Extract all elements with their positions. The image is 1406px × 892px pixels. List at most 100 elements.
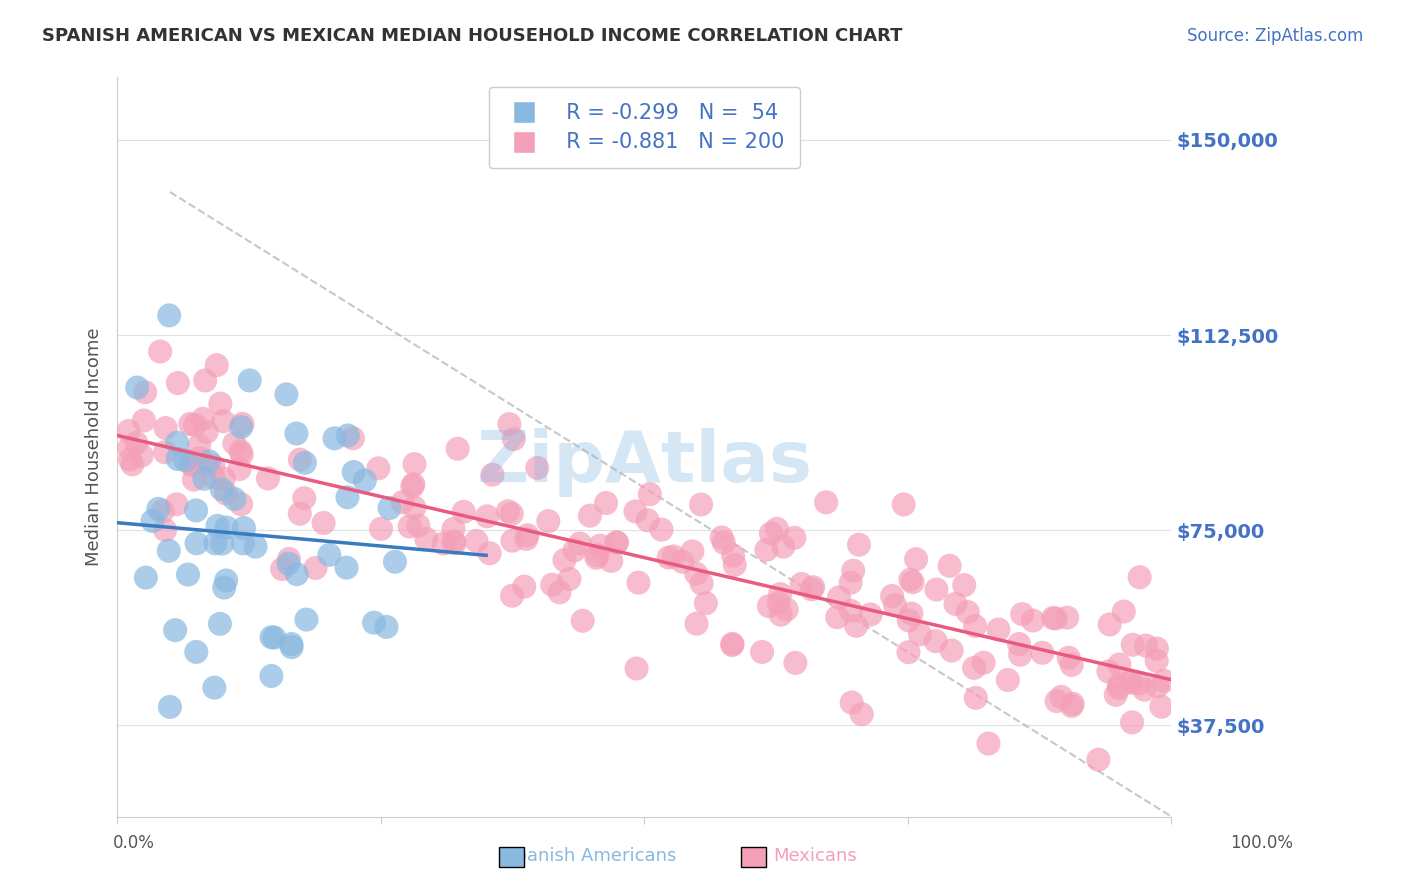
- Mexicans: [1129, 570, 1152, 584]
- Spanish Americans: [193, 472, 215, 486]
- Mexicans: [638, 487, 661, 501]
- Mexicans: [953, 578, 976, 592]
- Spanish Americans: [159, 700, 181, 714]
- Mexicans: [1119, 674, 1142, 689]
- Mexicans: [713, 535, 735, 549]
- Spanish Americans: [174, 453, 197, 467]
- Mexicans: [342, 431, 364, 445]
- Spanish Americans: [141, 514, 163, 528]
- Mexicans: [1128, 676, 1150, 690]
- Mexicans: [956, 605, 979, 619]
- Mexicans: [898, 573, 921, 587]
- Mexicans: [759, 526, 782, 541]
- Mexicans: [965, 690, 987, 705]
- Mexicans: [586, 548, 609, 562]
- Mexicans: [271, 562, 294, 576]
- Mexicans: [769, 607, 792, 622]
- Legend:   R = -0.299   N =  54,   R = -0.881   N = 200: R = -0.299 N = 54, R = -0.881 N = 200: [489, 87, 800, 168]
- Mexicans: [1097, 665, 1119, 679]
- Spanish Americans: [336, 428, 359, 442]
- Spanish Americans: [232, 521, 254, 535]
- Mexicans: [205, 358, 228, 372]
- Spanish Americans: [135, 571, 157, 585]
- Mexicans: [571, 614, 593, 628]
- Mexicans: [1046, 694, 1069, 708]
- Mexicans: [1050, 690, 1073, 704]
- Mexicans: [513, 580, 536, 594]
- Mexicans: [215, 486, 238, 500]
- Mexicans: [184, 418, 207, 433]
- Text: Source: ZipAtlas.com: Source: ZipAtlas.com: [1188, 27, 1364, 45]
- Mexicans: [153, 523, 176, 537]
- Mexicans: [568, 536, 591, 550]
- Mexicans: [257, 471, 280, 485]
- Mexicans: [695, 596, 717, 610]
- Mexicans: [515, 532, 537, 546]
- Mexicans: [153, 445, 176, 459]
- Mexicans: [288, 452, 311, 467]
- Mexicans: [131, 449, 153, 463]
- Spanish Americans: [204, 536, 226, 550]
- Mexicans: [842, 564, 865, 578]
- Mexicans: [481, 467, 503, 482]
- Spanish Americans: [186, 645, 208, 659]
- Mexicans: [945, 597, 967, 611]
- Mexicans: [516, 528, 538, 542]
- Mexicans: [925, 634, 948, 648]
- Mexicans: [125, 436, 148, 450]
- Mexicans: [229, 444, 252, 458]
- Mexicans: [772, 540, 794, 554]
- Mexicans: [181, 456, 204, 470]
- Mexicans: [1108, 678, 1130, 692]
- Mexicans: [501, 507, 523, 521]
- Mexicans: [882, 589, 904, 603]
- Mexicans: [606, 535, 628, 549]
- Mexicans: [537, 514, 560, 528]
- Mexicans: [783, 531, 806, 545]
- Mexicans: [897, 645, 920, 659]
- Mexicans: [212, 471, 235, 485]
- Mexicans: [815, 495, 838, 509]
- Mexicans: [443, 534, 465, 549]
- Mexicans: [367, 461, 389, 475]
- Mexicans: [650, 523, 672, 537]
- Spanish Americans: [212, 581, 235, 595]
- Mexicans: [1108, 657, 1130, 672]
- Spanish Americans: [285, 567, 308, 582]
- Mexicans: [941, 643, 963, 657]
- Mexicans: [202, 470, 225, 484]
- Mexicans: [893, 497, 915, 511]
- Mexicans: [1150, 699, 1173, 714]
- Mexicans: [685, 566, 707, 581]
- Spanish Americans: [177, 567, 200, 582]
- Spanish Americans: [260, 669, 283, 683]
- Mexicans: [859, 607, 882, 622]
- Spanish Americans: [215, 574, 238, 588]
- Mexicans: [478, 546, 501, 560]
- Mexicans: [721, 549, 744, 563]
- Text: SPANISH AMERICAN VS MEXICAN MEDIAN HOUSEHOLD INCOME CORRELATION CHART: SPANISH AMERICAN VS MEXICAN MEDIAN HOUSE…: [42, 27, 903, 45]
- Spanish Americans: [295, 613, 318, 627]
- Mexicans: [690, 576, 713, 591]
- Mexicans: [785, 656, 807, 670]
- Mexicans: [766, 522, 789, 536]
- Mexicans: [117, 424, 139, 438]
- Mexicans: [1011, 607, 1033, 621]
- Mexicans: [118, 452, 141, 467]
- Mexicans: [118, 441, 141, 455]
- Mexicans: [662, 549, 685, 564]
- Mexicans: [166, 497, 188, 511]
- Mexicans: [768, 596, 790, 610]
- Mexicans: [401, 479, 423, 493]
- Mexicans: [758, 599, 780, 614]
- Mexicans: [721, 638, 744, 652]
- Mexicans: [1146, 641, 1168, 656]
- Spanish Americans: [165, 623, 187, 637]
- Mexicans: [475, 509, 498, 524]
- Spanish Americans: [245, 540, 267, 554]
- Mexicans: [884, 598, 907, 612]
- Mexicans: [965, 619, 987, 633]
- Mexicans: [1060, 698, 1083, 713]
- Spanish Americans: [166, 435, 188, 450]
- Mexicans: [195, 425, 218, 439]
